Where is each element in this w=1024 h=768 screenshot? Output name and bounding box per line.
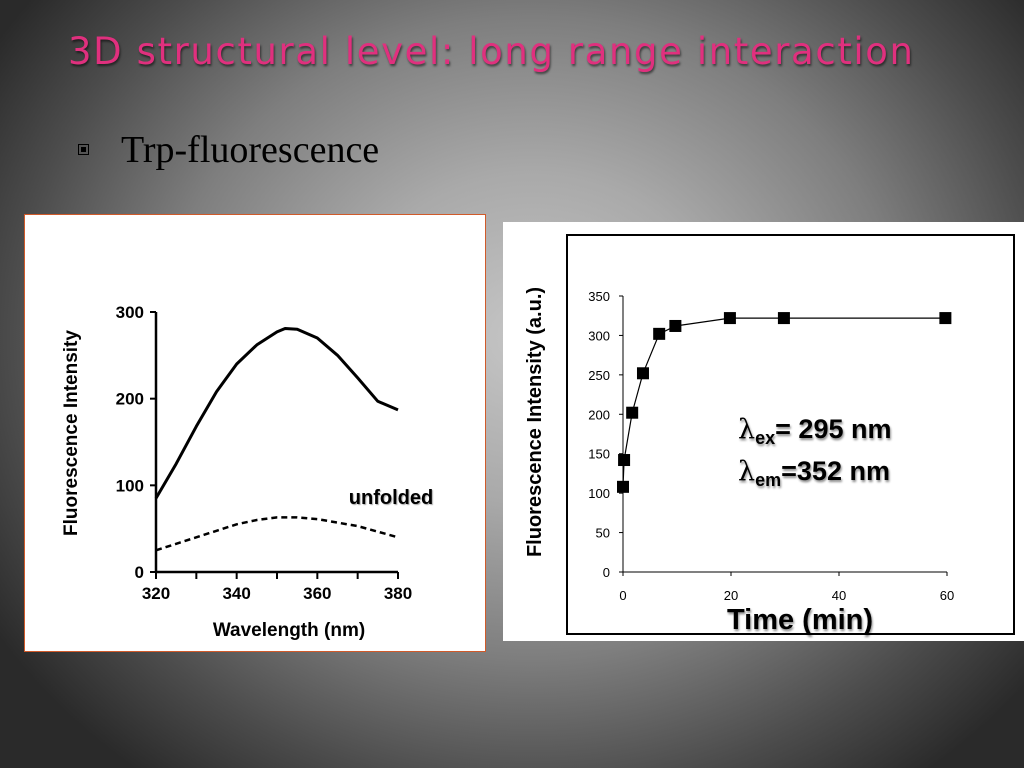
y-tick-label: 300 bbox=[588, 328, 610, 343]
bullet-text: Trp-fluorescence bbox=[121, 129, 380, 171]
data-point-square bbox=[636, 367, 649, 380]
x-tick-label: 320 bbox=[142, 584, 170, 603]
chart-panel-wavelength: 0 100 200 300 320 340 360 380 Fluorescence Inte… bbox=[24, 214, 486, 652]
y-tick-label: 50 bbox=[596, 526, 610, 541]
x-tick-label: 0 bbox=[619, 588, 626, 603]
y-tick-label: 100 bbox=[116, 476, 144, 495]
data-point-square bbox=[669, 319, 682, 332]
chart-wavelength-spectrum: 0 100 200 300 320 340 360 380 Fluorescence Inte… bbox=[61, 303, 433, 641]
y-tick-label: 100 bbox=[588, 486, 610, 501]
y-tick-label: 200 bbox=[116, 390, 144, 409]
x-tick-label: 380 bbox=[384, 584, 412, 603]
plot-frame bbox=[566, 234, 1015, 635]
y-axis-label: Fluorescence Intensity (a.u.) bbox=[524, 287, 546, 557]
data-point-square bbox=[626, 406, 639, 419]
chart-time-course: 0 50 100 150 200 250 300 350 0 20 40 60 Fluorescenc… bbox=[524, 287, 954, 636]
x-tick-label: 340 bbox=[222, 584, 250, 603]
x-axis-label: Time (min) bbox=[727, 604, 873, 636]
data-point-square bbox=[653, 327, 666, 340]
x-tick-label: 20 bbox=[724, 588, 738, 603]
data-point-square bbox=[617, 480, 629, 493]
y-tick-label: 250 bbox=[588, 368, 610, 383]
x-axis-label: Wavelength (nm) bbox=[213, 620, 365, 641]
y-tick-label: 350 bbox=[588, 289, 610, 304]
data-point-square bbox=[939, 312, 952, 325]
y-axis-label: Fluorescence Intensity bbox=[61, 330, 82, 536]
x-tick-label: 360 bbox=[303, 584, 331, 603]
data-point-square bbox=[777, 312, 790, 325]
x-tick-label: 60 bbox=[940, 588, 954, 603]
y-tick-label: 0 bbox=[135, 563, 144, 582]
unfolded-annotation: unfolded bbox=[349, 487, 433, 509]
data-point-square bbox=[618, 454, 631, 467]
chart-panel-time: 0 50 100 150 200 250 300 350 0 20 40 60 Fluorescenc… bbox=[503, 222, 1024, 641]
y-tick-label: 0 bbox=[603, 565, 610, 580]
data-point-square bbox=[723, 312, 736, 325]
emission-wavelength-label: λem=352 nm bbox=[738, 456, 890, 490]
unfolded-series-line bbox=[155, 516, 399, 552]
y-tick-label: 200 bbox=[588, 407, 610, 422]
folded-series-line bbox=[154, 327, 399, 500]
square-bullet-icon bbox=[78, 144, 89, 155]
x-tick-label: 40 bbox=[832, 588, 846, 603]
slide-title: 3D structural level: long range interact… bbox=[68, 30, 915, 73]
y-tick-label: 300 bbox=[116, 303, 144, 322]
excitation-wavelength-label: λex= 295 nm bbox=[738, 414, 891, 448]
y-tick-label: 150 bbox=[588, 447, 610, 462]
